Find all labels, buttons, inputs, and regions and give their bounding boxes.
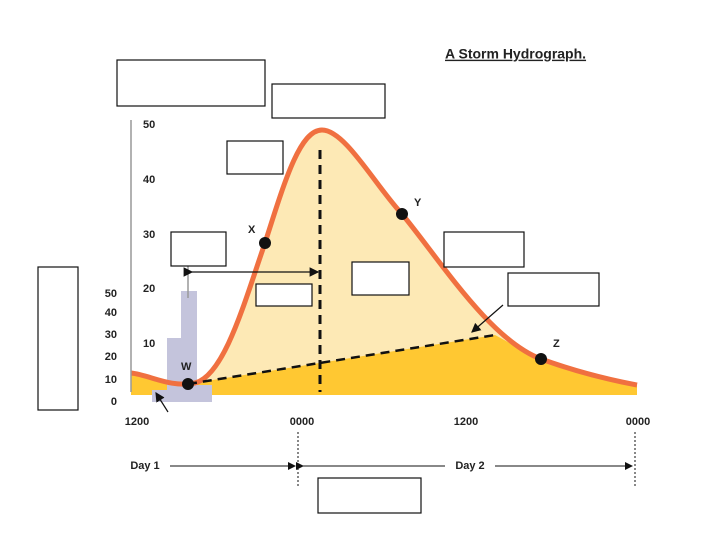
hydrograph-curve: [130, 127, 638, 388]
rainfall-tick: 0: [111, 396, 117, 408]
label-boxes: [37, 59, 600, 514]
rainfall-tick: 10: [105, 374, 117, 386]
day-label: Day 2: [455, 460, 484, 472]
time-tick: 1200: [454, 416, 478, 428]
baseflow-arrow: [471, 304, 504, 333]
time-tick: 0000: [626, 416, 650, 428]
rainfall-tick: 50: [105, 288, 117, 300]
time-tick: 1200: [125, 416, 149, 428]
rainfall-tick: 40: [105, 307, 117, 319]
title: A Storm Hydrograph.: [445, 46, 586, 62]
rainfall-tick: 20: [105, 351, 117, 363]
rainfall-tick: 30: [105, 329, 117, 341]
discharge-tick: 10: [143, 338, 155, 350]
time-tick: 0000: [290, 416, 314, 428]
discharge-tick: 20: [143, 283, 155, 295]
rainfall-arrow: [155, 391, 169, 413]
points: [182, 208, 547, 390]
base-flow-area: [131, 335, 637, 395]
discharge-tick: 30: [143, 229, 155, 241]
discharge-tick: 40: [143, 174, 155, 186]
point-label: W: [181, 361, 192, 373]
day-label: Day 1: [130, 460, 159, 472]
tick-labels: 50 40 30 20 10 50 40 30 20 10 0 1200 0000 1200 0000 Day…: [105, 119, 650, 472]
point-label: Z: [553, 338, 560, 350]
discharge-tick: 50: [143, 119, 155, 131]
point-label: X: [248, 224, 256, 236]
baseflow-line: [187, 333, 496, 386]
point-label: Y: [414, 197, 422, 209]
